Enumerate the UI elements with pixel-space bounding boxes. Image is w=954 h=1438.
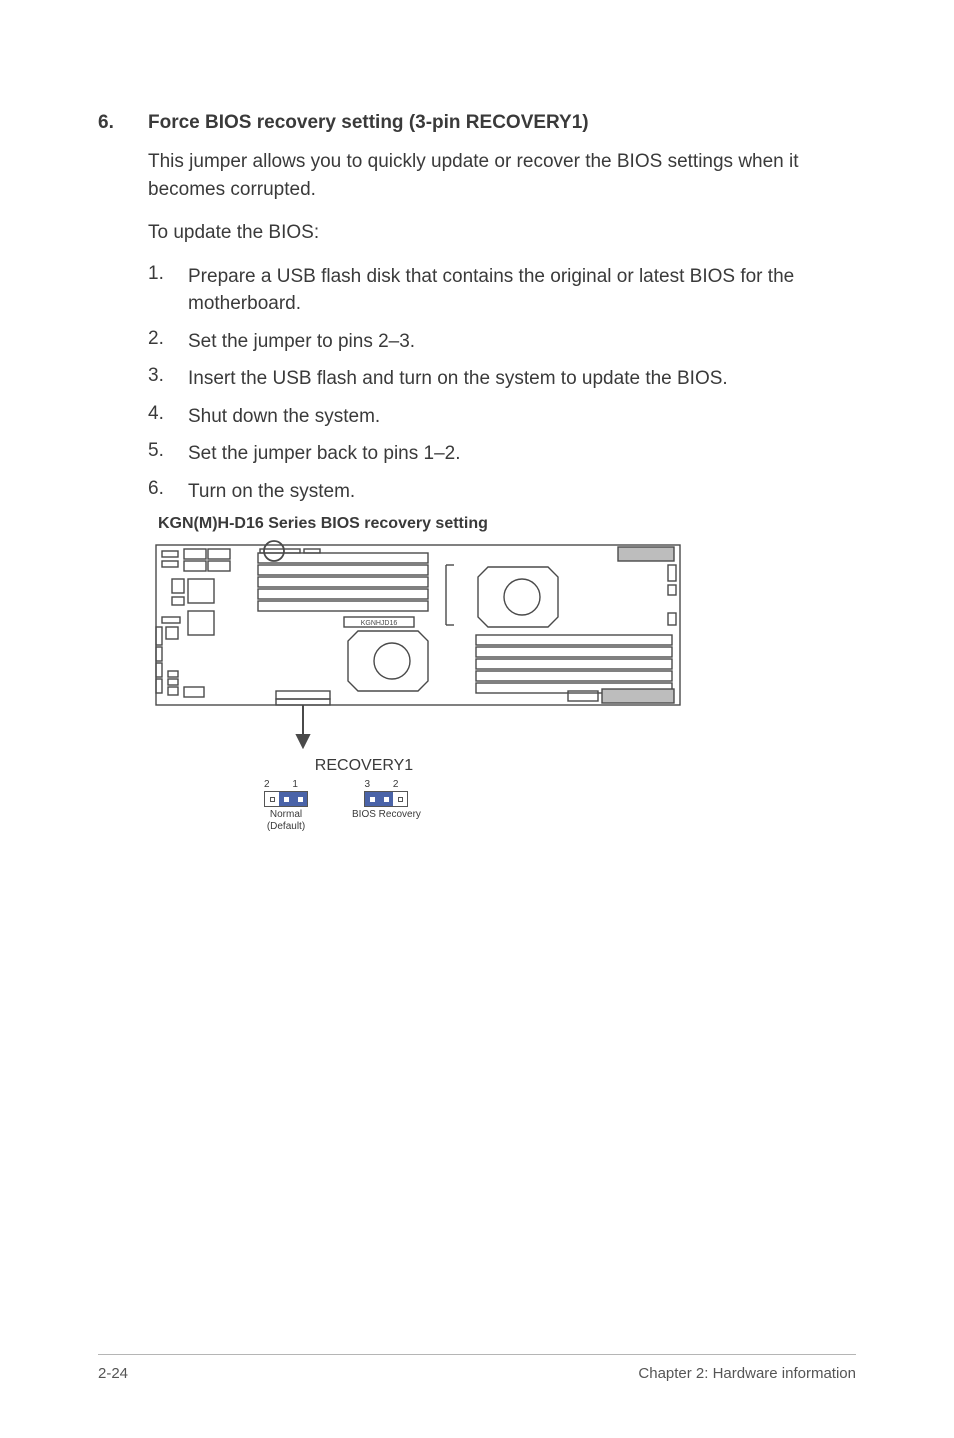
step-row: 6. Turn on the system. [148,478,856,506]
step-num: 5. [148,440,188,462]
step-text: Prepare a USB flash disk that contains t… [188,263,856,318]
step-row: 1. Prepare a USB flash disk that contain… [148,263,856,318]
pin-open [265,792,279,806]
jumper-recovery-caption: BIOS Recovery [352,809,421,821]
section-heading-row: 6. Force BIOS recovery setting (3-pin RE… [98,112,856,134]
intro-paragraph: This jumper allows you to quickly update… [148,148,856,203]
jumper-recovery: 3 2 BIOS Recovery [352,779,421,821]
jumper-normal-pins [264,791,308,807]
step-row: 2. Set the jumper to pins 2–3. [148,328,856,356]
step-num: 4. [148,403,188,425]
step-text: Shut down the system. [188,403,380,431]
step-num: 2. [148,328,188,350]
step-text: Set the jumper back to pins 1–2. [188,440,461,468]
jumper-normal: 2 1 Normal (Default) [264,779,308,833]
step-row: 5. Set the jumper back to pins 1–2. [148,440,856,468]
step-num: 3. [148,365,188,387]
section-number: 6. [98,112,148,134]
jumper-normal-caption: Normal (Default) [267,809,305,833]
board-label: KGNHJD16 [361,620,398,627]
jumper-heading: RECOVERY1 [264,757,464,775]
pin-capped [279,792,293,806]
pin-capped [365,792,379,806]
step-row: 4. Shut down the system. [148,403,856,431]
diagram-container: KGN(M)H-D16 Series BIOS recovery setting [148,515,856,833]
jumper-normal-pins-label: 2 1 [264,779,308,790]
step-text: Turn on the system. [188,478,355,506]
step-row: 3. Insert the USB flash and turn on the … [148,365,856,393]
pin-capped [293,792,307,806]
diagram-title: KGN(M)H-D16 Series BIOS recovery setting [158,515,856,533]
step-num: 6. [148,478,188,500]
footer-chapter: Chapter 2: Hardware information [638,1365,856,1382]
sub-paragraph: To update the BIOS: [148,219,856,247]
pin-capped [379,792,393,806]
section-title: Force BIOS recovery setting (3-pin RECOV… [148,112,589,134]
pin-open [393,792,407,806]
page-footer: 2-24 Chapter 2: Hardware information [98,1354,856,1382]
jumper-recovery-pins-label: 3 2 [365,779,409,790]
motherboard-diagram: KGNHJD16 [148,539,688,749]
jumper-recovery-pins [364,791,408,807]
footer-page-number: 2-24 [98,1365,128,1382]
step-text: Set the jumper to pins 2–3. [188,328,415,356]
step-num: 1. [148,263,188,285]
step-text: Insert the USB flash and turn on the sys… [188,365,728,393]
jumper-diagram: RECOVERY1 2 1 Normal (Default) 3 2 [264,757,856,833]
